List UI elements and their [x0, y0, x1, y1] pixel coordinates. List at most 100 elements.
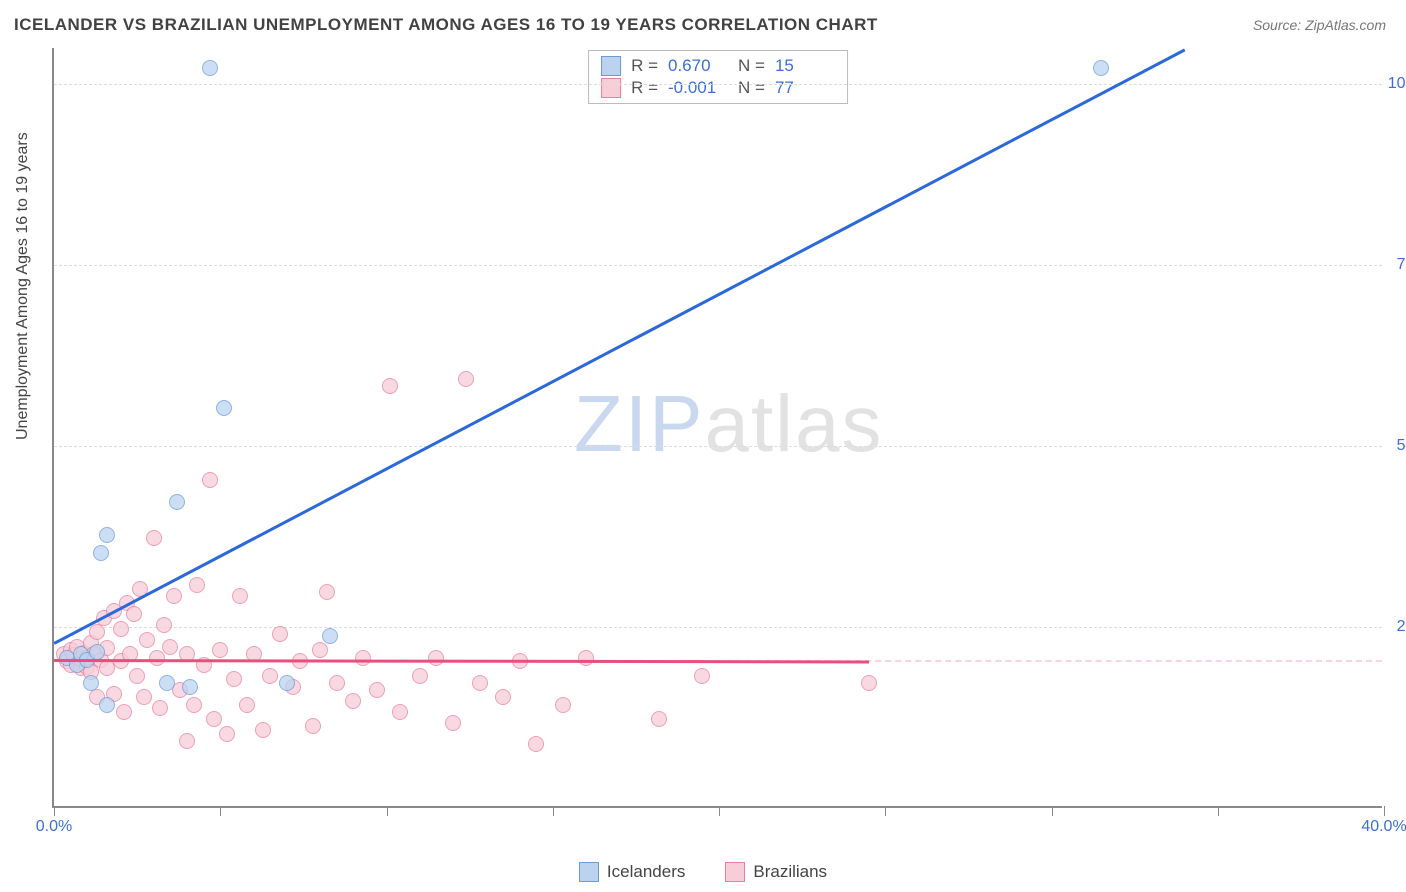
data-point-icelanders	[202, 60, 218, 76]
data-point-icelanders	[279, 675, 295, 691]
data-point-icelanders	[93, 545, 109, 561]
chart-title: ICELANDER VS BRAZILIAN UNEMPLOYMENT AMON…	[14, 15, 878, 35]
data-point-brazilians	[319, 584, 335, 600]
data-point-icelanders	[1093, 60, 1109, 76]
data-point-brazilians	[206, 711, 222, 727]
data-point-brazilians	[382, 378, 398, 394]
data-point-brazilians	[694, 668, 710, 684]
data-point-brazilians	[126, 606, 142, 622]
data-point-brazilians	[412, 668, 428, 684]
y-axis-label: Unemployment Among Ages 16 to 19 years	[14, 132, 32, 440]
x-tick	[54, 806, 55, 816]
chart-source: Source: ZipAtlas.com	[1253, 17, 1386, 33]
data-point-brazilians	[472, 675, 488, 691]
y-tick-label: 50.0%	[1387, 437, 1406, 455]
legend-item-icelanders: Icelanders	[579, 862, 685, 882]
trend-line	[54, 659, 869, 663]
n-value-brazilians: 77	[775, 78, 835, 98]
x-tick	[220, 806, 221, 816]
stats-row-icelanders: R = 0.670 N = 15	[601, 55, 835, 77]
legend-label-brazilians: Brazilians	[753, 862, 827, 882]
data-point-brazilians	[116, 704, 132, 720]
data-point-brazilians	[136, 689, 152, 705]
data-point-brazilians	[226, 671, 242, 687]
gridline	[54, 265, 1382, 266]
data-point-brazilians	[578, 650, 594, 666]
r-value-icelanders: 0.670	[668, 56, 728, 76]
stats-row-brazilians: R = -0.001 N = 77	[601, 77, 835, 99]
legend-swatch-brazilians	[725, 862, 745, 882]
data-point-brazilians	[555, 697, 571, 713]
data-point-brazilians	[162, 639, 178, 655]
x-tick	[719, 806, 720, 816]
y-tick-label: 100.0%	[1387, 75, 1406, 93]
data-point-brazilians	[202, 472, 218, 488]
data-point-brazilians	[345, 693, 361, 709]
data-point-brazilians	[156, 617, 172, 633]
data-point-brazilians	[189, 577, 205, 593]
watermark: ZIPatlas	[574, 378, 883, 470]
data-point-icelanders	[169, 494, 185, 510]
data-point-brazilians	[219, 726, 235, 742]
x-tick	[1384, 806, 1385, 816]
data-point-brazilians	[355, 650, 371, 666]
data-point-brazilians	[89, 624, 105, 640]
x-tick	[1218, 806, 1219, 816]
data-point-brazilians	[392, 704, 408, 720]
gridline	[54, 84, 1382, 85]
data-point-brazilians	[166, 588, 182, 604]
data-point-icelanders	[99, 697, 115, 713]
data-point-brazilians	[255, 722, 271, 738]
data-point-brazilians	[458, 371, 474, 387]
data-point-icelanders	[322, 628, 338, 644]
swatch-brazilians	[601, 78, 621, 98]
legend-item-brazilians: Brazilians	[725, 862, 827, 882]
data-point-brazilians	[651, 711, 667, 727]
x-tick-label: 40.0%	[1361, 818, 1406, 836]
data-point-icelanders	[83, 675, 99, 691]
data-point-brazilians	[305, 718, 321, 734]
scatter-plot: ZIPatlas R = 0.670 N = 15 R = -0.001 N =…	[52, 48, 1382, 808]
x-tick	[885, 806, 886, 816]
data-point-brazilians	[445, 715, 461, 731]
data-point-brazilians	[152, 700, 168, 716]
data-point-icelanders	[182, 679, 198, 695]
data-point-brazilians	[179, 733, 195, 749]
x-tick	[553, 806, 554, 816]
y-tick-label: 25.0%	[1387, 618, 1406, 636]
data-point-icelanders	[99, 527, 115, 543]
n-value-icelanders: 15	[775, 56, 835, 76]
data-point-brazilians	[272, 626, 288, 642]
data-point-brazilians	[239, 697, 255, 713]
x-tick-label: 0.0%	[36, 818, 72, 836]
legend-swatch-icelanders	[579, 862, 599, 882]
chart-header: ICELANDER VS BRAZILIAN UNEMPLOYMENT AMON…	[0, 0, 1406, 40]
data-point-brazilians	[186, 697, 202, 713]
legend-label-icelanders: Icelanders	[607, 862, 685, 882]
data-point-brazilians	[312, 642, 328, 658]
data-point-brazilians	[212, 642, 228, 658]
data-point-brazilians	[149, 650, 165, 666]
r-value-brazilians: -0.001	[668, 78, 728, 98]
data-point-icelanders	[89, 644, 105, 660]
data-point-brazilians	[428, 650, 444, 666]
data-point-brazilians	[232, 588, 248, 604]
trend-line	[53, 48, 1185, 644]
gridline	[54, 627, 1382, 628]
x-tick	[387, 806, 388, 816]
x-tick	[1052, 806, 1053, 816]
data-point-brazilians	[262, 668, 278, 684]
swatch-icelanders	[601, 56, 621, 76]
gridline	[54, 446, 1382, 447]
data-point-brazilians	[139, 632, 155, 648]
correlation-stats-box: R = 0.670 N = 15 R = -0.001 N = 77	[588, 50, 848, 104]
data-point-brazilians	[129, 668, 145, 684]
y-tick-label: 75.0%	[1387, 256, 1406, 274]
data-point-brazilians	[369, 682, 385, 698]
data-point-icelanders	[159, 675, 175, 691]
data-point-brazilians	[329, 675, 345, 691]
data-point-brazilians	[495, 689, 511, 705]
data-point-brazilians	[528, 736, 544, 752]
data-point-brazilians	[113, 621, 129, 637]
data-point-brazilians	[861, 675, 877, 691]
